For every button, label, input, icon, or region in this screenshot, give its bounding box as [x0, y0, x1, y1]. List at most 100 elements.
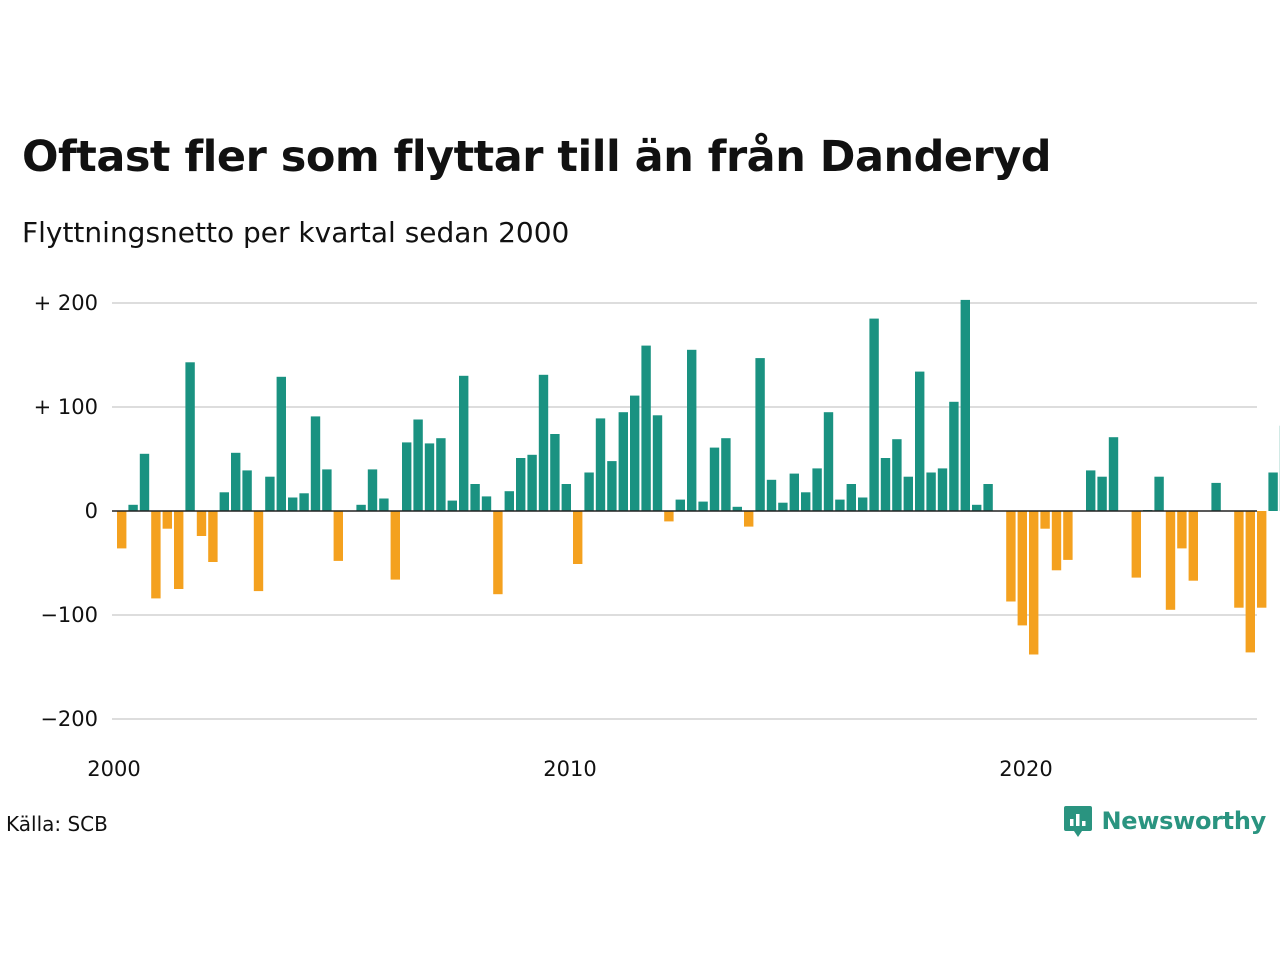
y-tick-label: 0	[85, 499, 98, 523]
bar	[424, 443, 435, 511]
chart-title: Oftast fler som flyttar till än från Dan…	[22, 132, 1052, 182]
x-tick-label: 2020	[999, 757, 1052, 781]
bar	[709, 447, 720, 511]
bar	[835, 499, 845, 511]
bar	[379, 498, 389, 511]
bar	[128, 504, 138, 511]
bar	[139, 453, 150, 511]
bar	[823, 412, 834, 511]
bar	[527, 454, 537, 511]
bar	[253, 511, 264, 592]
brand-name: Newsworthy	[1101, 807, 1266, 835]
bar	[185, 362, 195, 511]
bar	[413, 419, 423, 511]
bar	[687, 349, 697, 511]
bar	[1211, 482, 1221, 511]
bar	[641, 345, 651, 511]
bar	[459, 375, 469, 511]
bar	[550, 434, 560, 511]
bar	[333, 511, 343, 561]
bar	[1165, 511, 1176, 610]
gridlines	[112, 302, 1257, 720]
bar	[322, 469, 332, 511]
bar	[1097, 476, 1107, 511]
bar	[299, 493, 309, 511]
chart-subtitle: Flyttningsnetto per kvartal sedan 2000	[22, 216, 570, 249]
bar	[778, 502, 788, 511]
bar	[436, 438, 446, 511]
bar	[960, 299, 970, 511]
bar	[744, 511, 754, 527]
bar	[470, 484, 480, 511]
bar	[162, 511, 172, 529]
bar	[219, 492, 229, 511]
bar	[402, 442, 412, 511]
bar	[390, 511, 400, 580]
newsworthy-logo-icon	[1064, 806, 1093, 837]
bar	[607, 461, 617, 511]
bar	[812, 468, 822, 511]
bar	[1188, 511, 1198, 581]
bar	[983, 484, 993, 511]
bar	[1234, 511, 1244, 608]
bar	[288, 497, 298, 511]
bar	[926, 472, 936, 511]
bar	[276, 376, 286, 511]
bar	[242, 470, 252, 511]
bar	[538, 374, 549, 511]
bar	[1040, 511, 1050, 529]
y-tick-label: −200	[40, 707, 98, 731]
bars	[117, 299, 1280, 655]
bar	[915, 371, 925, 511]
bar	[1051, 511, 1062, 571]
bar	[573, 511, 583, 564]
bar	[1268, 472, 1278, 511]
bar	[789, 473, 799, 511]
bar	[766, 479, 777, 511]
x-tick-label: 2000	[87, 757, 140, 781]
bar	[618, 412, 628, 511]
bar	[561, 484, 571, 511]
bar	[1154, 476, 1164, 511]
bar	[1257, 511, 1267, 608]
source-note: Källa: SCB	[6, 812, 108, 836]
bar	[949, 401, 959, 511]
bar	[937, 468, 948, 511]
bar	[356, 504, 366, 511]
bar	[1063, 511, 1073, 560]
bar	[208, 511, 218, 562]
y-tick-label: + 100	[34, 395, 98, 419]
brand-logo[interactable]: Newsworthy	[1063, 804, 1266, 838]
y-tick-label: −100	[40, 603, 98, 627]
bar	[504, 491, 514, 511]
axes: + 200 + 100 0 −100 −200 2000 2010 2020	[34, 291, 1257, 781]
bar	[595, 418, 606, 511]
bar	[869, 318, 879, 511]
bar	[675, 499, 685, 511]
bar	[1108, 437, 1119, 511]
bar	[732, 506, 742, 511]
bar	[721, 438, 731, 511]
bar	[1131, 511, 1141, 578]
bar	[1029, 511, 1039, 655]
bar	[630, 395, 640, 511]
bar	[652, 415, 663, 511]
bar	[310, 416, 321, 511]
bar	[447, 500, 457, 511]
bar	[858, 497, 868, 511]
bar	[265, 476, 275, 511]
bar	[1006, 511, 1016, 602]
bar	[1086, 470, 1096, 511]
bar	[755, 358, 765, 511]
x-tick-label: 2010	[543, 757, 596, 781]
bar	[151, 511, 161, 599]
bar	[698, 501, 708, 511]
bar	[584, 472, 594, 511]
bar	[892, 439, 902, 511]
bar	[516, 458, 526, 511]
bar	[903, 476, 913, 511]
bar	[972, 504, 982, 511]
bar	[493, 511, 503, 595]
bar	[880, 458, 891, 511]
